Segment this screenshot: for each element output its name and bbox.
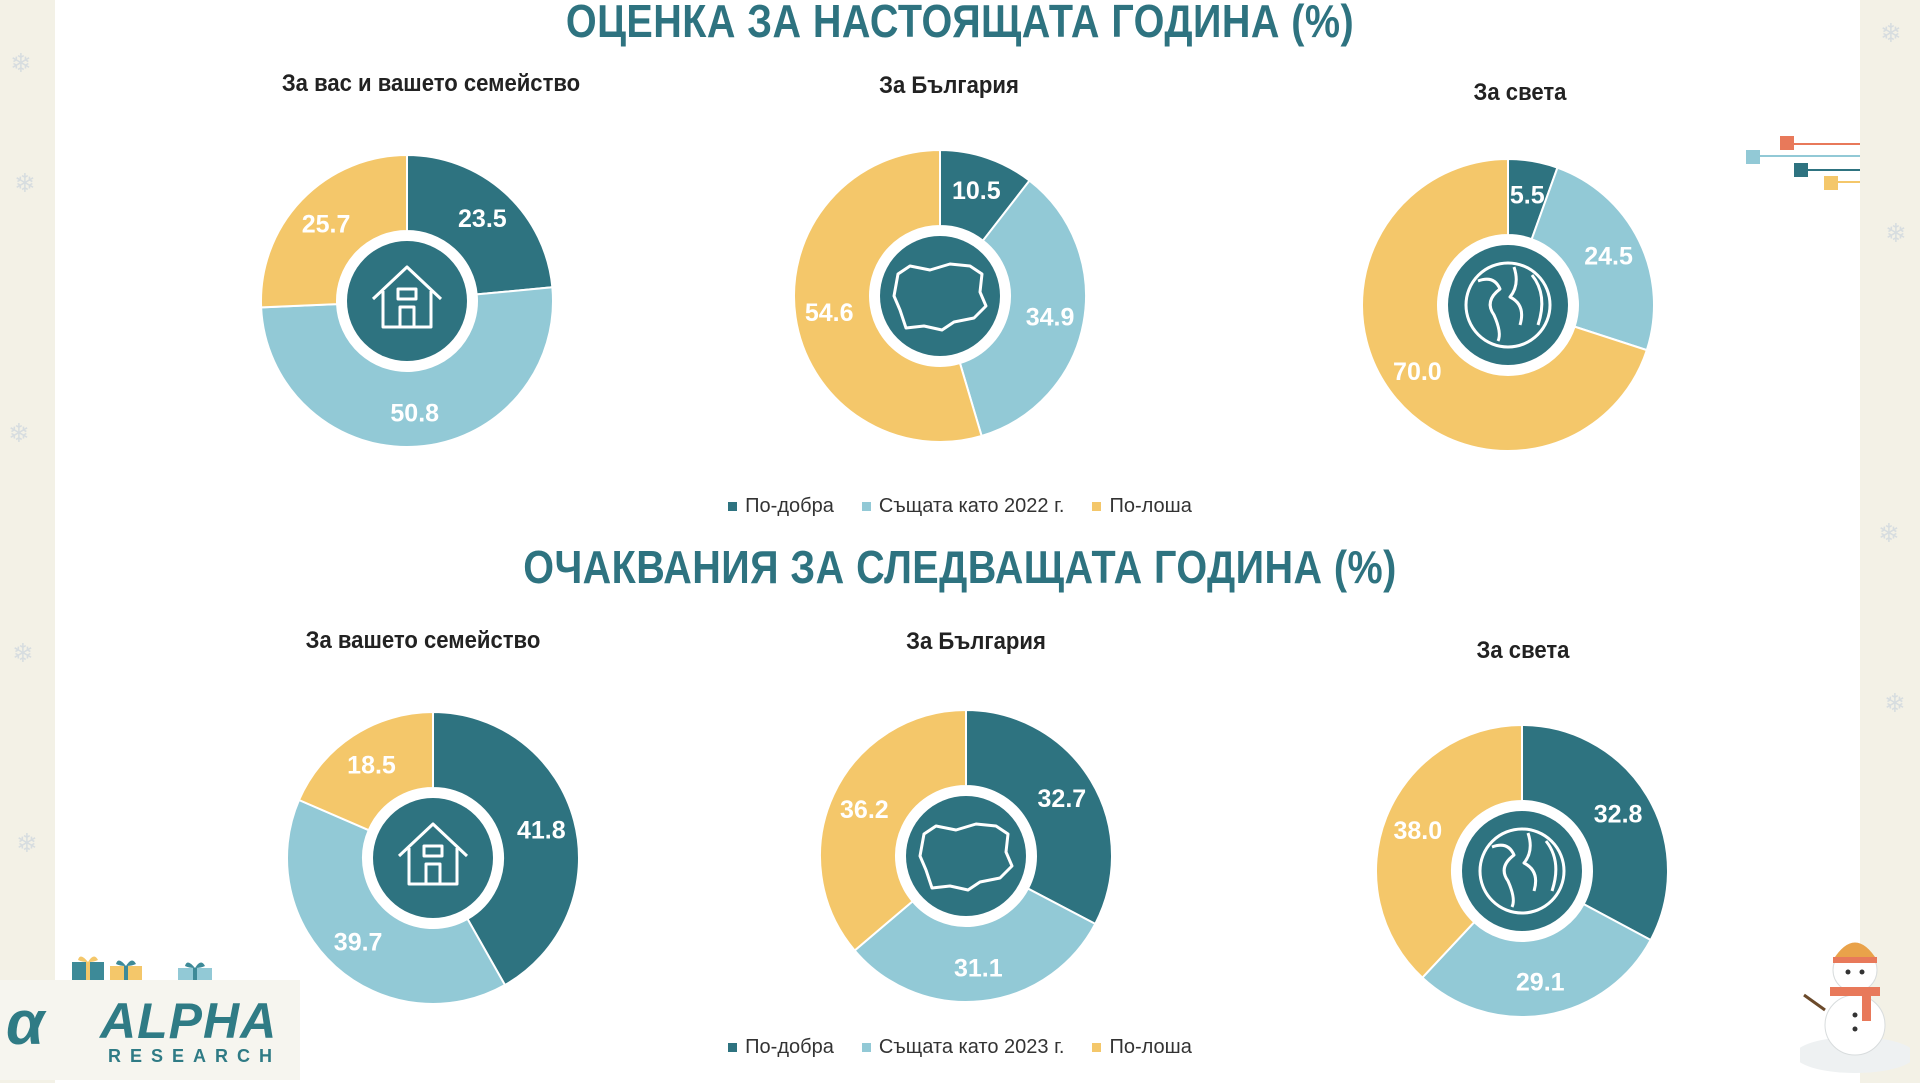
legend-label: Същата като 2023 г.: [878, 1036, 1065, 1058]
donut-chart-bulgaria-next: 32.7 31.1 36.2: [819, 708, 1113, 1003]
logo-mark-icon: α: [6, 989, 45, 1058]
donut-chart-family-current: 23.5 50.8 25.7: [260, 153, 554, 448]
legend-label: По-добра: [745, 495, 834, 517]
snowflake-icon: ❄: [14, 168, 36, 198]
donut-chart-bulgaria-current: 10.5 34.9 54.6: [793, 148, 1087, 443]
chart-title: За света: [1473, 79, 1567, 106]
snowman-icon: [1800, 942, 1910, 1073]
legend-label: По-лоша: [1109, 495, 1192, 517]
legend-label: Същата като 2022 г.: [878, 495, 1065, 517]
data-label: 32.7: [1038, 785, 1087, 813]
snowflake-icon: ❄: [1884, 688, 1906, 718]
decorative-lines: [1746, 136, 1860, 190]
data-label: 5.5: [1510, 182, 1545, 210]
donut-center: [347, 241, 467, 361]
snowflake-icon: ❄: [16, 828, 38, 858]
data-label: 18.5: [347, 751, 396, 779]
legend-swatch: [861, 1043, 871, 1052]
data-label: 24.5: [1584, 243, 1633, 271]
logo-subtitle: RESEARCH: [108, 1046, 282, 1066]
snowflake-icon: ❄: [8, 418, 30, 448]
chart-title: За вас и вашето семейство: [281, 70, 581, 97]
globe-icon: [1478, 827, 1566, 915]
data-label: 39.7: [334, 928, 383, 956]
house-icon: [397, 822, 469, 886]
alpha-research-logo: α ALPHA RESEARCH: [0, 980, 300, 1080]
globe-icon: [1464, 261, 1552, 349]
data-label: 31.1: [954, 954, 1003, 982]
data-label: 34.9: [1026, 304, 1075, 332]
legend-item: По-лоша: [1092, 495, 1192, 518]
section-title-next: ОЧАКВАНИЯ ЗА СЛЕДВАЩАТА ГОДИНА (%): [523, 541, 1397, 593]
donut-chart-world-next: 32.8 29.1 38.0: [1375, 723, 1669, 1018]
snowflake-icon: ❄: [1880, 18, 1902, 48]
data-label: 23.5: [458, 205, 507, 233]
chart-title: За България: [879, 72, 1019, 99]
legend-label: По-добра: [745, 1036, 834, 1058]
data-label: 29.1: [1516, 969, 1565, 997]
snowflake-icon: ❄: [1885, 218, 1907, 248]
legend-item: По-добра: [728, 1036, 834, 1059]
data-label: 32.8: [1594, 800, 1643, 828]
data-label: 50.8: [390, 400, 439, 428]
logo-name: ALPHA: [100, 993, 278, 1049]
donut-chart-world-current: 5.5 24.5 70.0: [1361, 157, 1655, 452]
chart-title: За света: [1476, 637, 1570, 664]
data-label: 41.8: [517, 816, 566, 844]
legend-next: По-добра Същата като 2023 г. По-лоша: [0, 1036, 1920, 1059]
data-label: 10.5: [952, 177, 1001, 205]
data-label: 25.7: [302, 211, 351, 239]
legend-swatch: [728, 1043, 738, 1052]
legend-item: По-добра: [728, 495, 834, 518]
snowflake-icon: ❄: [1878, 518, 1900, 548]
section-title-current: ОЦЕНКА ЗА НАСТОЯЩАТА ГОДИНА (%): [565, 0, 1355, 47]
data-label: 36.2: [840, 796, 889, 824]
legend-current: По-добра Същата като 2022 г. По-лоша: [0, 495, 1920, 518]
data-label: 54.6: [805, 299, 854, 327]
donut-chart-family-next: 41.8 39.7 18.5: [286, 710, 580, 1005]
data-label: 70.0: [1393, 358, 1442, 386]
legend-label: По-лоша: [1109, 1036, 1192, 1058]
chart-title: За България: [906, 628, 1046, 655]
legend-swatch: [861, 502, 871, 511]
data-label: 38.0: [1393, 817, 1442, 845]
donut-center: [373, 798, 493, 918]
chart-title: За вашето семейство: [305, 627, 541, 654]
donut-slice: [432, 710, 580, 987]
legend-item: По-лоша: [1092, 1036, 1192, 1059]
bulgaria-map-icon: [918, 822, 1014, 892]
house-icon: [371, 265, 443, 329]
legend-swatch: [1092, 502, 1102, 511]
snowflake-icon: ❄: [10, 48, 32, 78]
snowflake-icon: ❄: [12, 638, 34, 668]
legend-item: Същата като 2023 г.: [861, 1036, 1065, 1059]
legend-swatch: [1092, 1043, 1102, 1052]
bulgaria-map-icon: [892, 262, 988, 332]
legend-item: Същата като 2022 г.: [861, 495, 1065, 518]
legend-swatch: [728, 502, 738, 511]
